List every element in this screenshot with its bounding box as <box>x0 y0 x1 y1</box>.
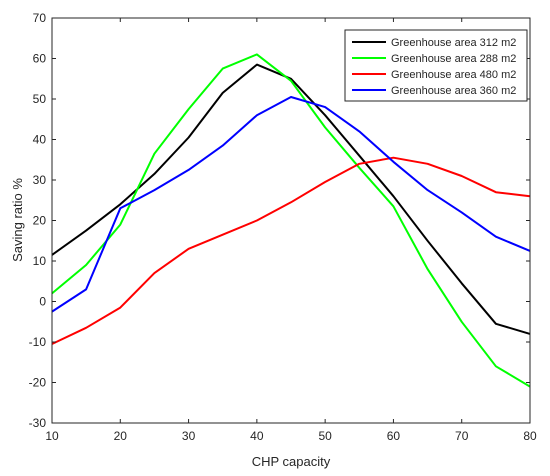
legend-label-1: Greenhouse area 312 m2 <box>391 37 516 49</box>
y-tick-label: 50 <box>33 92 47 106</box>
legend-label-2: Greenhouse area 288 m2 <box>391 53 516 65</box>
series-line-1 <box>51 63 531 335</box>
series-layer <box>51 53 531 388</box>
legend: Greenhouse area 312 m2 Greenhouse area 28… <box>344 29 528 102</box>
x-tick-label: 40 <box>250 429 264 443</box>
x-axis-ticks: 10 20 30 40 50 60 70 80 <box>45 18 537 443</box>
x-tick-label: 10 <box>45 429 59 443</box>
y-tick-label: 40 <box>33 133 47 147</box>
y-tick-label: 20 <box>33 214 47 228</box>
legend-label-3: Greenhouse area 480 m2 <box>391 69 516 81</box>
x-tick-label: 70 <box>455 429 469 443</box>
y-tick-label: 30 <box>33 173 47 187</box>
series-line-2 <box>51 53 531 388</box>
y-tick-label: -20 <box>29 376 47 390</box>
legend-label-4: Greenhouse area 360 m2 <box>391 85 516 97</box>
y-axis-ticks: -30 -20 -10 0 10 20 30 40 50 60 70 <box>29 11 530 430</box>
y-tick-label: 70 <box>33 11 47 25</box>
x-tick-label: 30 <box>182 429 196 443</box>
series-line-3 <box>51 156 531 345</box>
y-tick-label: 60 <box>33 52 47 66</box>
series-line-4 <box>51 96 531 313</box>
x-tick-label: 50 <box>318 429 332 443</box>
x-tick-label: 60 <box>387 429 401 443</box>
x-tick-label: 20 <box>114 429 128 443</box>
x-axis-label: CHP capacity <box>252 454 331 469</box>
y-tick-label: -10 <box>29 335 47 349</box>
y-tick-label: -30 <box>29 416 47 430</box>
x-tick-label: 80 <box>523 429 537 443</box>
y-tick-label: 10 <box>33 254 47 268</box>
y-axis-label: Saving ratio % <box>10 178 25 262</box>
y-tick-label: 0 <box>39 295 46 309</box>
